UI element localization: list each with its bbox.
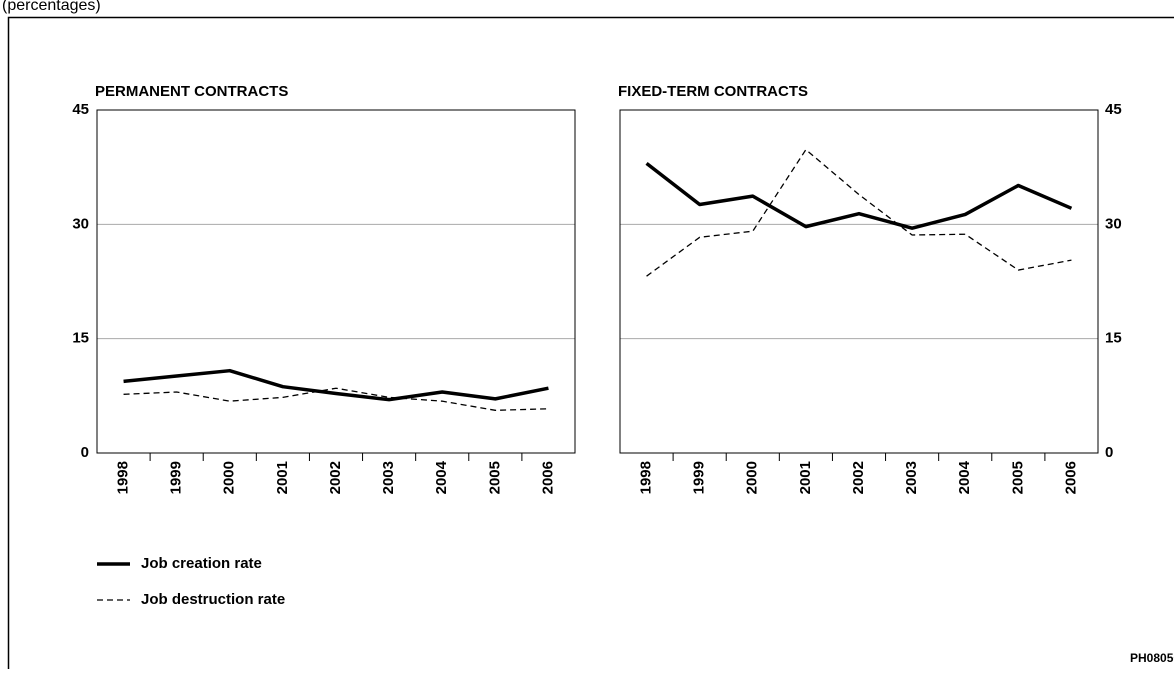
x-tick-label: 1998 bbox=[115, 461, 132, 494]
legend-label: Job creation rate bbox=[141, 555, 262, 572]
x-tick-label: 2003 bbox=[380, 461, 397, 494]
x-tick-label: 1999 bbox=[168, 461, 185, 494]
y-tick-label: 15 bbox=[72, 330, 89, 347]
x-tick-label: 2005 bbox=[1009, 461, 1026, 494]
y-tick-label: 30 bbox=[1105, 215, 1122, 232]
x-tick-label: 1999 bbox=[691, 461, 708, 494]
y-tick-label: 45 bbox=[1105, 101, 1122, 118]
x-tick-label: 2001 bbox=[274, 461, 291, 494]
plot-frame bbox=[620, 110, 1098, 453]
y-tick-label: 15 bbox=[1105, 330, 1122, 347]
x-tick-label: 2002 bbox=[850, 461, 867, 494]
panel-title: PERMANENT CONTRACTS bbox=[95, 83, 288, 100]
x-tick-label: 2002 bbox=[327, 461, 344, 494]
x-tick-label: 2003 bbox=[903, 461, 920, 494]
plot-frame bbox=[97, 110, 575, 453]
x-tick-label: 2006 bbox=[539, 461, 556, 494]
y-tick-label: 0 bbox=[81, 444, 89, 461]
x-tick-label: 1998 bbox=[638, 461, 655, 494]
y-tick-label: 30 bbox=[72, 215, 89, 232]
x-tick-label: 2000 bbox=[221, 461, 238, 494]
series-line bbox=[647, 163, 1072, 228]
x-tick-label: 2004 bbox=[956, 460, 973, 494]
panel-title: FIXED-TERM CONTRACTS bbox=[618, 83, 808, 100]
legend-label: Job destruction rate bbox=[141, 591, 285, 608]
x-tick-label: 2004 bbox=[433, 460, 450, 494]
note: (percentages) bbox=[2, 0, 101, 14]
x-tick-label: 2005 bbox=[486, 461, 503, 494]
y-tick-label: 0 bbox=[1105, 444, 1113, 461]
x-tick-label: 2000 bbox=[744, 461, 761, 494]
series-line bbox=[124, 371, 549, 400]
y-tick-label: 45 bbox=[72, 101, 89, 118]
x-tick-label: 2001 bbox=[797, 461, 814, 494]
figure-code: PH0805G bbox=[1130, 651, 1174, 665]
x-tick-label: 2006 bbox=[1062, 461, 1079, 494]
